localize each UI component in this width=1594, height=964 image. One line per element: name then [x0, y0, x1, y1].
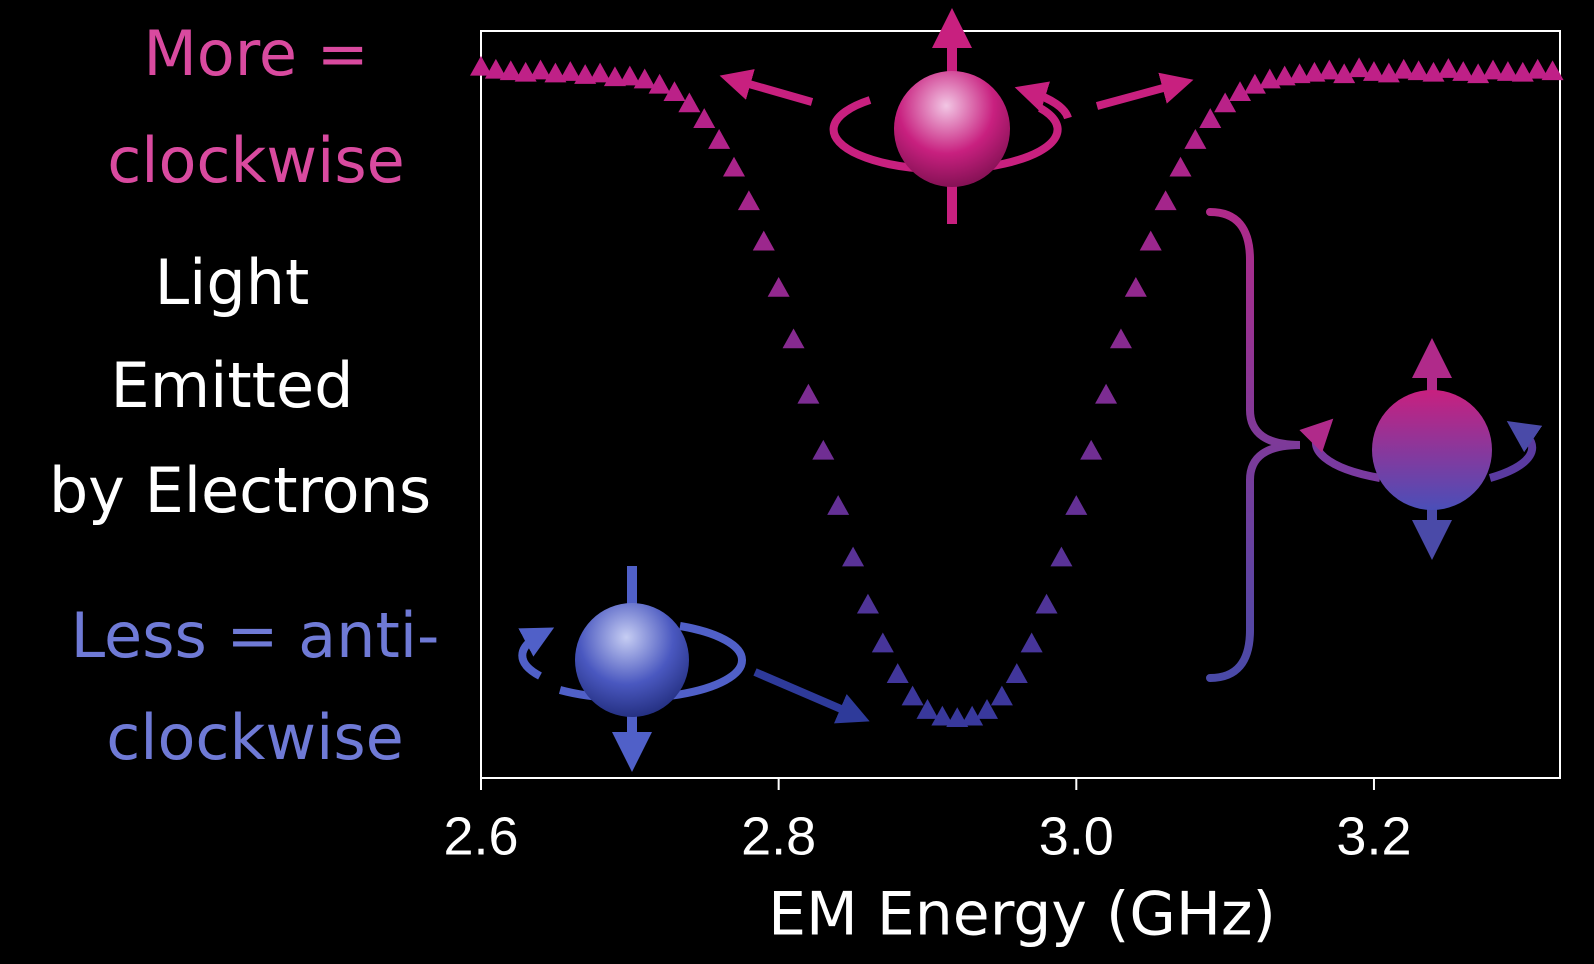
page: EM Energy (GHz) 2.6 2.8 3.0 3.2 More = clockw… [0, 0, 1594, 960]
spin-icon-up [735, 28, 1178, 224]
annotation: by Electrons [49, 454, 431, 527]
marker [1155, 190, 1177, 210]
marker [634, 69, 656, 89]
marker [1259, 69, 1281, 89]
marker [1140, 231, 1162, 251]
marker [887, 663, 909, 683]
marker [842, 547, 864, 567]
marker [738, 190, 760, 210]
marker [812, 440, 834, 460]
annotation: More = [143, 17, 368, 90]
marker [872, 633, 894, 653]
annotation: Emitted [111, 349, 354, 422]
x-tick-label: 2.8 [741, 806, 816, 866]
spin-icon-down [522, 566, 855, 752]
spin-icon-mixed [1210, 212, 1532, 678]
marker [1095, 384, 1117, 404]
marker [797, 384, 819, 404]
marker [991, 686, 1013, 706]
annotation: clockwise [106, 701, 404, 774]
marker [827, 495, 849, 515]
marker [1110, 329, 1132, 349]
annotation: Light [155, 246, 310, 319]
marker [1125, 277, 1147, 297]
marker [768, 277, 790, 297]
marker [1512, 62, 1534, 82]
marker [1080, 440, 1102, 460]
annotation: clockwise [107, 124, 405, 197]
marker [708, 129, 730, 149]
marker [902, 686, 924, 706]
x-axis-label: EM Energy (GHz) [768, 880, 1276, 950]
marker [753, 231, 775, 251]
marker [1169, 157, 1191, 177]
x-tick-label: 3.2 [1336, 806, 1411, 866]
marker [857, 594, 879, 614]
x-tick-label: 2.6 [443, 806, 518, 866]
marker [1050, 547, 1072, 567]
marker [783, 329, 805, 349]
marker [1065, 495, 1087, 515]
marker [1006, 663, 1028, 683]
marker [1021, 633, 1043, 653]
marker [1036, 594, 1058, 614]
annotation: Less = anti- [71, 599, 440, 672]
x-tick-label: 3.0 [1039, 806, 1114, 866]
marker [1184, 129, 1206, 149]
chart: EM Energy (GHz) 2.6 2.8 3.0 3.2 More = clockw… [0, 0, 1594, 960]
marker [723, 157, 745, 177]
